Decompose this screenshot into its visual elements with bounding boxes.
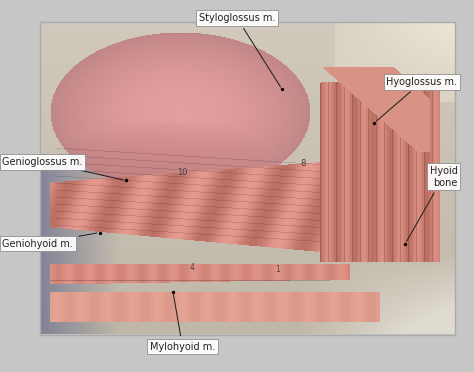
- Text: 10: 10: [177, 168, 188, 177]
- Text: 1: 1: [275, 264, 280, 273]
- Text: Hyoglossus m.: Hyoglossus m.: [376, 77, 457, 121]
- Text: 8: 8: [301, 158, 306, 167]
- Text: Hyoid
bone: Hyoid bone: [407, 166, 457, 241]
- Text: Styloglossus m.: Styloglossus m.: [199, 13, 281, 87]
- Text: Genioglossus m.: Genioglossus m.: [2, 157, 123, 180]
- Text: 4: 4: [190, 263, 194, 272]
- Text: Mylohyoid m.: Mylohyoid m.: [150, 295, 215, 352]
- Text: Geniohyoid m.: Geniohyoid m.: [2, 233, 97, 248]
